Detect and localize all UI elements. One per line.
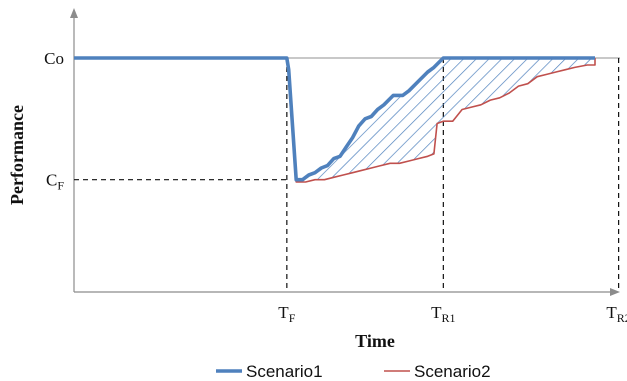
y-axis-arrow-icon	[70, 8, 78, 18]
x-tick-tr1: TR1	[431, 303, 455, 325]
legend-label: Scenario2	[414, 362, 491, 381]
legend-item-scenario2: Scenario2	[384, 362, 491, 381]
shaded-difference-area	[74, 58, 595, 182]
y-axis-label: Performance	[7, 105, 27, 205]
x-tick-tr2: TR2	[606, 303, 627, 325]
x-axis-arrow-icon	[610, 288, 620, 296]
series-lines	[74, 56, 596, 183]
hatched-region	[74, 58, 595, 182]
series-line-scenario1	[74, 56, 595, 182]
y-tick-cf: CF	[46, 171, 64, 193]
reference-lines	[74, 57, 620, 292]
legend: Scenario1 Scenario2	[216, 362, 491, 381]
y-tick-co: Co	[44, 49, 64, 68]
legend-label: Scenario1	[246, 362, 323, 381]
series-line-scenario2	[74, 57, 596, 183]
x-tick-tf: TF	[278, 303, 295, 325]
legend-item-scenario1: Scenario1	[216, 362, 323, 381]
tick-labels: Co CF TF TR1 TR2	[44, 49, 627, 325]
axes	[70, 8, 620, 296]
x-axis-label: Time	[355, 331, 395, 351]
